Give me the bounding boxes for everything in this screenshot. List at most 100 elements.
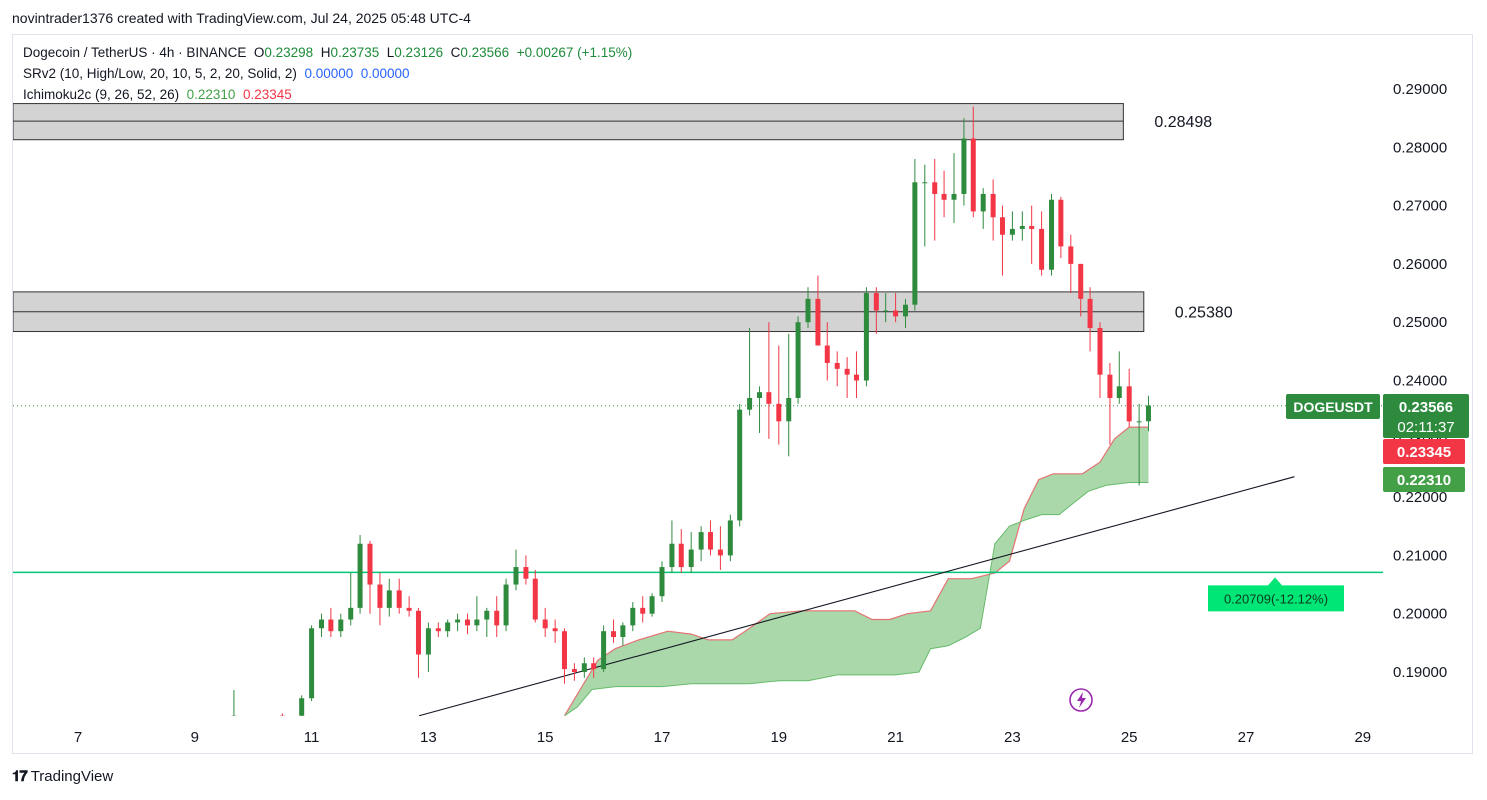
x-tick-label: 13 bbox=[420, 729, 437, 746]
current-price-value: 0.23566 bbox=[1399, 399, 1453, 416]
candle-body bbox=[1049, 199, 1055, 270]
symbol-legend[interactable]: Dogecoin / TetherUS · 4h · BINANCE O0.23… bbox=[23, 45, 632, 60]
candle-body bbox=[786, 397, 792, 422]
candle-body bbox=[1058, 199, 1064, 247]
candle-body bbox=[1097, 328, 1103, 375]
x-tick-label: 17 bbox=[654, 729, 671, 746]
candle-body bbox=[532, 578, 538, 620]
srv2-value-2: 0.00000 bbox=[360, 66, 410, 81]
ichimoku-span-b bbox=[564, 482, 1149, 716]
x-tick-label: 15 bbox=[537, 729, 554, 746]
tradingview-wordmark: TradingView bbox=[30, 768, 114, 785]
candle-body bbox=[883, 310, 889, 312]
candle-body bbox=[396, 590, 402, 608]
candle-body bbox=[649, 596, 655, 614]
candle-body bbox=[707, 532, 713, 550]
y-tick-label: 0.29000 bbox=[1393, 81, 1447, 98]
sr-zone-label-1: 0.28498 bbox=[1154, 114, 1212, 131]
candle-countdown: 02:11:37 bbox=[1397, 419, 1454, 436]
tradingview-logo-icon: 𝟏𝟕 bbox=[12, 768, 28, 785]
x-tick-label: 7 bbox=[74, 729, 82, 746]
candle-body bbox=[1145, 405, 1151, 422]
x-tick-label: 9 bbox=[191, 729, 199, 746]
candle-body bbox=[1087, 298, 1093, 329]
ichimoku-red-badge bbox=[1383, 439, 1465, 464]
candle-body bbox=[406, 607, 412, 611]
candle-body bbox=[795, 322, 801, 398]
candle-body bbox=[1009, 228, 1015, 235]
candle-body bbox=[863, 293, 869, 381]
sr-zone-label-2: 0.25380 bbox=[1175, 305, 1233, 322]
srv2-legend[interactable]: SRv2 (10, High/Low, 20, 10, 5, 2, 20, So… bbox=[23, 66, 410, 81]
candle-body bbox=[776, 403, 782, 422]
candle-body bbox=[561, 631, 567, 670]
ichimoku-label: Ichimoku2c (9, 26, 52, 26) bbox=[23, 87, 180, 102]
candle-body bbox=[299, 698, 305, 716]
candle-body bbox=[980, 193, 986, 212]
candle-body bbox=[766, 392, 772, 404]
y-tick-label: 0.24000 bbox=[1393, 373, 1447, 390]
lightning-icon-bolt bbox=[1077, 692, 1086, 708]
candle-body bbox=[853, 374, 859, 381]
candle-body bbox=[601, 631, 607, 670]
candle-body bbox=[425, 628, 431, 655]
tradingview-logo[interactable]: 𝟏𝟕 TradingView bbox=[12, 768, 113, 785]
ichimoku-legend[interactable]: Ichimoku2c (9, 26, 52, 26) 0.22310 0.233… bbox=[23, 87, 292, 102]
candle-body bbox=[640, 607, 646, 614]
candle-body bbox=[386, 590, 392, 608]
candle-body bbox=[348, 607, 354, 620]
candle-body bbox=[542, 619, 548, 629]
srv2-label: SRv2 (10, High/Low, 20, 10, 5, 2, 20, So… bbox=[23, 66, 297, 81]
ichimoku-value-1: 0.22310 bbox=[186, 87, 236, 102]
candle-body bbox=[279, 715, 285, 716]
support-label-box bbox=[1208, 577, 1344, 612]
x-tick-label: 23 bbox=[1004, 729, 1021, 746]
candle-body bbox=[319, 619, 325, 629]
candle-body bbox=[455, 619, 461, 623]
candle-body bbox=[620, 625, 626, 638]
candle-body bbox=[309, 628, 315, 699]
candle-body bbox=[367, 543, 373, 585]
candle-body bbox=[999, 217, 1005, 235]
candle-body bbox=[1078, 263, 1084, 299]
candle-body bbox=[571, 669, 577, 672]
y-tick-label: 0.28000 bbox=[1393, 139, 1447, 156]
candle-body bbox=[903, 304, 909, 317]
candle-body bbox=[970, 138, 976, 212]
x-tick-label: 27 bbox=[1238, 729, 1255, 746]
candle-body bbox=[231, 715, 237, 716]
y-tick-label: 0.21000 bbox=[1393, 547, 1447, 564]
candle-body bbox=[737, 409, 743, 521]
symbol-name-badge bbox=[1286, 394, 1380, 419]
candle-body bbox=[1126, 386, 1132, 422]
candle-body bbox=[494, 610, 500, 626]
candle-body bbox=[688, 549, 694, 568]
ichimoku-green-value: 0.22310 bbox=[1397, 472, 1451, 489]
candle-body bbox=[357, 543, 363, 608]
ichimoku-cloud bbox=[564, 427, 1149, 716]
candle-body bbox=[484, 610, 490, 620]
candle-body bbox=[824, 345, 830, 364]
candle-body bbox=[611, 631, 617, 638]
lightning-icon[interactable] bbox=[1069, 688, 1093, 712]
candle-body bbox=[941, 193, 947, 200]
ichimoku-span-a bbox=[563, 426, 1149, 716]
change-value: +0.00267 (+1.15%) bbox=[516, 45, 633, 60]
ichimoku-red-value: 0.23345 bbox=[1397, 444, 1451, 461]
candle-body bbox=[377, 584, 383, 608]
close-value: 0.23566 bbox=[460, 45, 510, 60]
candle-body bbox=[834, 363, 840, 369]
ichimoku-green-badge bbox=[1383, 467, 1465, 492]
candle-body bbox=[912, 182, 918, 305]
candle-body bbox=[922, 182, 928, 184]
current-price-badge bbox=[1383, 394, 1469, 438]
candle-body bbox=[961, 138, 967, 194]
y-tick-label: 0.26000 bbox=[1393, 256, 1447, 273]
candle-body bbox=[1136, 421, 1142, 423]
chart-credit: novintrader1376 created with TradingView… bbox=[12, 10, 471, 26]
symbol-name: Dogecoin / TetherUS · 4h · BINANCE bbox=[23, 45, 247, 60]
plot-area bbox=[13, 103, 1383, 716]
x-tick-label: 21 bbox=[887, 729, 904, 746]
candle-body bbox=[465, 619, 471, 626]
